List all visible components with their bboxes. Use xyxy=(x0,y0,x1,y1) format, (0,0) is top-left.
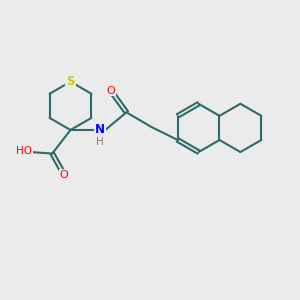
Text: S: S xyxy=(66,75,75,88)
Text: N: N xyxy=(95,124,105,136)
Text: H: H xyxy=(96,137,104,147)
Text: O: O xyxy=(60,170,68,180)
Text: O: O xyxy=(106,85,115,95)
Text: HO: HO xyxy=(16,146,32,157)
